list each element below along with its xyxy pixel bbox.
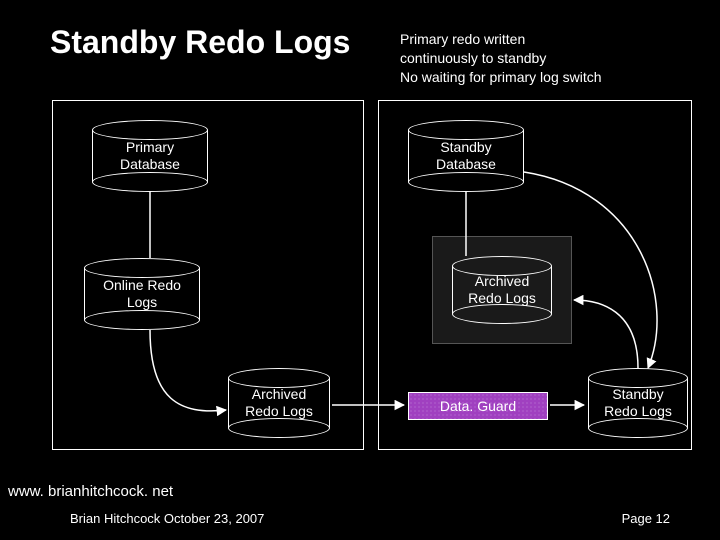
footer-page: Page 12 xyxy=(622,511,670,526)
cylinder-label: Archived Redo Logs xyxy=(468,273,536,307)
notes-line: No waiting for primary log switch xyxy=(400,68,602,87)
slide: Standby Redo Logs Primary redo written c… xyxy=(0,0,720,540)
notes-line: continuously to standby xyxy=(400,49,602,68)
standby-redo-cylinder: Standby Redo Logs xyxy=(588,368,688,438)
cylinder-label: Online Redo Logs xyxy=(103,277,181,311)
footer-author: Brian Hitchcock October 23, 2007 xyxy=(70,511,264,526)
cylinder-label: Primary Database xyxy=(120,139,180,173)
online-redo-cylinder: Online Redo Logs xyxy=(84,258,200,330)
archived-redo-right-cylinder: Archived Redo Logs xyxy=(452,256,552,324)
archived-redo-left-cylinder: Archived Redo Logs xyxy=(228,368,330,438)
cylinder-label: Standby Database xyxy=(436,139,496,173)
notes-line: Primary redo written xyxy=(400,30,602,49)
dataguard-label: Data. Guard xyxy=(440,398,516,414)
dataguard-box: Data. Guard xyxy=(408,392,548,420)
standby-database-cylinder: Standby Database xyxy=(408,120,524,192)
cylinder-label: Archived Redo Logs xyxy=(245,386,313,420)
primary-database-cylinder: Primary Database xyxy=(92,120,208,192)
footer-url: www. brianhitchcock. net xyxy=(8,483,173,500)
slide-notes: Primary redo written continuously to sta… xyxy=(400,30,602,87)
cylinder-label: Standby Redo Logs xyxy=(604,386,672,420)
slide-title: Standby Redo Logs xyxy=(50,24,350,61)
